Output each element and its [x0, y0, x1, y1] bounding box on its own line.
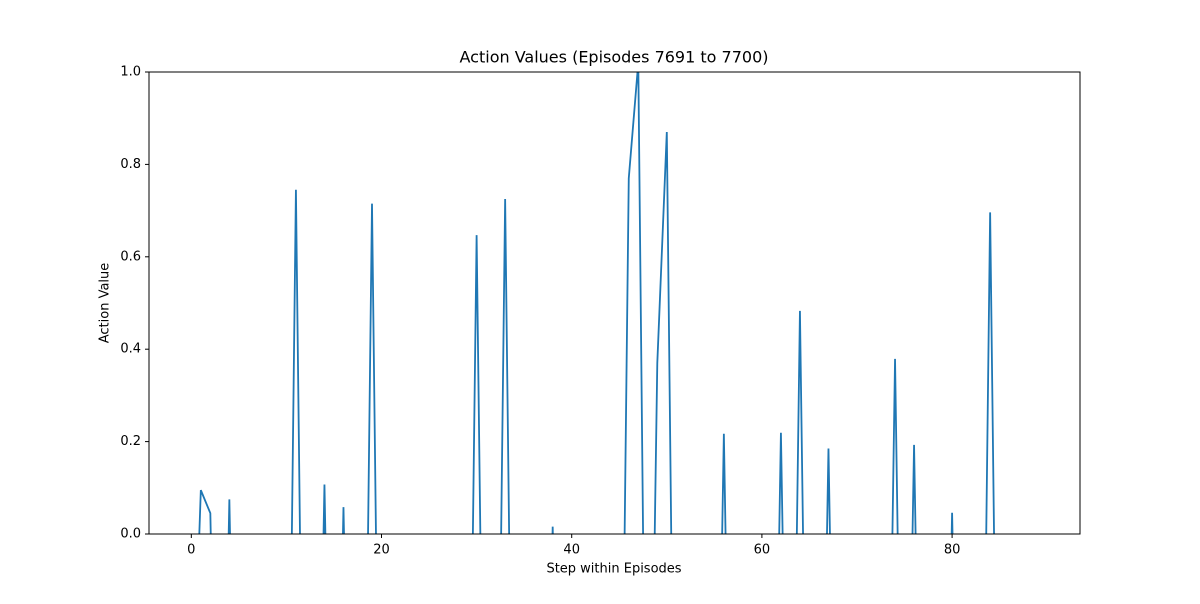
data-line [198, 72, 995, 534]
x-tick-label: 20 [373, 543, 390, 558]
y-axis-label: Action Value [98, 263, 113, 344]
y-tick-label: 1.0 [120, 65, 141, 80]
y-tick-label: 0.4 [120, 342, 141, 357]
y-tick-label: 0.0 [120, 527, 141, 542]
x-tick-label: 80 [944, 543, 961, 558]
x-axis-label: Step within Episodes [546, 562, 681, 577]
x-tick-label: 0 [187, 543, 195, 558]
y-tick-label: 0.2 [120, 434, 141, 449]
chart-title: Action Values (Episodes 7691 to 7700) [460, 48, 769, 67]
x-tick-label: 40 [563, 543, 580, 558]
y-tick-label: 0.6 [120, 249, 141, 264]
y-tick-label: 0.8 [120, 157, 141, 172]
x-tick-label: 60 [754, 543, 771, 558]
plot-frame [148, 71, 1081, 535]
